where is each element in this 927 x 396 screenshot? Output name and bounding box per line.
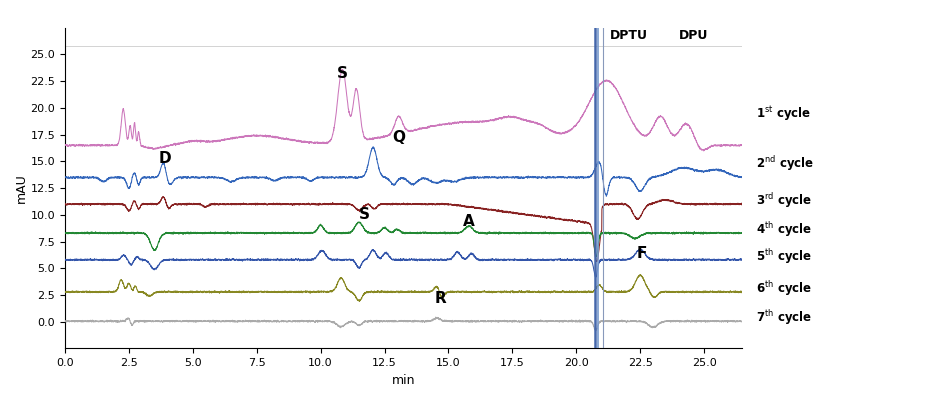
X-axis label: min: min [391,374,415,387]
Text: DPTU: DPTU [609,29,647,42]
Text: 3$^\mathrm{rd}$ cycle: 3$^\mathrm{rd}$ cycle [756,192,811,210]
Text: Q: Q [391,130,404,145]
Y-axis label: mAU: mAU [15,173,28,203]
Text: 4$^\mathrm{th}$ cycle: 4$^\mathrm{th}$ cycle [756,220,811,239]
Text: 1$^\mathrm{st}$ cycle: 1$^\mathrm{st}$ cycle [756,104,810,122]
Text: D: D [159,150,171,166]
Text: S: S [358,208,369,222]
Text: F: F [636,246,646,261]
Text: 2$^\mathrm{nd}$ cycle: 2$^\mathrm{nd}$ cycle [756,154,813,173]
Text: R: R [435,291,446,306]
Text: 6$^\mathrm{th}$ cycle: 6$^\mathrm{th}$ cycle [756,279,811,298]
Text: A: A [463,214,475,229]
Text: S: S [337,66,348,81]
Text: 5$^\mathrm{th}$ cycle: 5$^\mathrm{th}$ cycle [756,247,811,266]
Text: 7$^\mathrm{th}$ cycle: 7$^\mathrm{th}$ cycle [756,308,811,327]
Text: DPU: DPU [679,29,707,42]
